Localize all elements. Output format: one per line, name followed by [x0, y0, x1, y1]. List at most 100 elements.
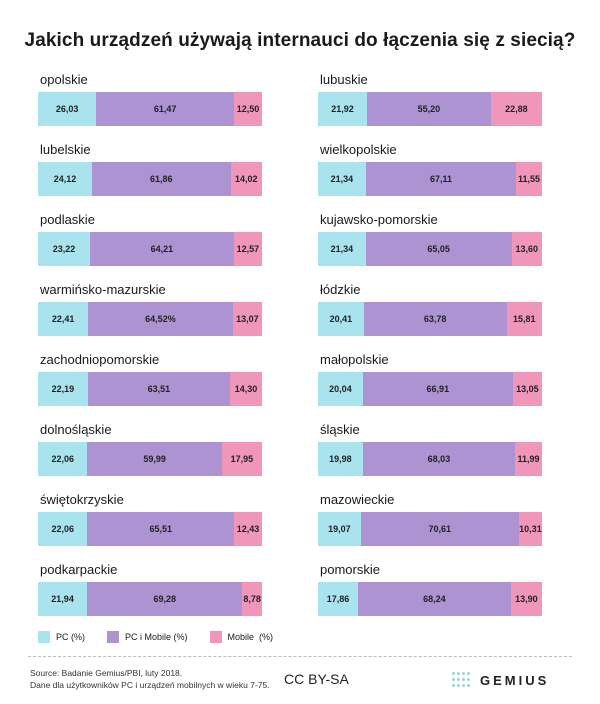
bar-segment-pc: 20,41	[318, 302, 364, 336]
bar-segment-pc-mobile: 55,20	[367, 92, 491, 126]
bar-segment-pc: 21,94	[38, 582, 88, 616]
bar-segment-mobile: 13,05	[512, 372, 542, 406]
stacked-bar: 23,22 64,21 12,57	[38, 232, 262, 266]
region-label: podlaskie	[40, 212, 95, 227]
bar-segment-pc: 19,07	[318, 512, 361, 546]
bar-segment-mobile: 8,78	[242, 582, 262, 616]
bar-segment-pc-mobile: 67,11	[365, 162, 517, 196]
legend-item-pc-mobile: PC i Mobile (%)	[107, 631, 188, 643]
legend-label-mobile: Mobile (%)	[227, 632, 274, 642]
bar-segment-pc: 26,03	[38, 92, 97, 126]
footer-divider	[28, 656, 572, 657]
bar-segment-pc: 22,19	[38, 372, 88, 406]
region-malopolskie: małopolskie 20,04 66,91 13,05	[318, 352, 542, 412]
bar-segment-mobile: 10,31	[518, 512, 542, 546]
bar-segment-pc: 24,12	[38, 162, 93, 196]
bar-segment-pc-mobile: 64,21	[90, 232, 234, 266]
bar-segment-mobile: 13,07	[232, 302, 262, 336]
region-label: zachodniopomorskie	[40, 352, 160, 367]
bar-segment-mobile: 13,60	[511, 232, 542, 266]
region-kujawsko-pomorskie: kujawsko-pomorskie 21,34 65,05 13,60	[318, 212, 542, 272]
stacked-bar: 26,03 61,47 12,50	[38, 92, 262, 126]
bar-segment-mobile: 13,90	[510, 582, 542, 616]
bar-segment-pc: 21,34	[318, 162, 366, 196]
bar-segment-pc-mobile: 61,47	[96, 92, 234, 126]
bar-segment-pc: 23,22	[38, 232, 90, 266]
legend-item-pc: PC (%)	[38, 631, 85, 643]
region-label: mazowieckie	[320, 492, 395, 507]
stacked-bar: 21,34 65,05 13,60	[318, 232, 542, 266]
logo-dots-icon	[452, 672, 472, 688]
region-zachodniopomorskie: zachodniopomorskie 22,19 63,51 14,30	[38, 352, 262, 412]
bar-segment-pc-mobile: 68,24	[358, 582, 511, 616]
region-label: wielkopolskie	[320, 142, 397, 157]
license-label: CC BY-SA	[284, 671, 349, 687]
legend: PC (%) PC i Mobile (%) Mobile (%)	[38, 631, 273, 643]
bar-segment-mobile: 14,30	[229, 372, 262, 406]
bar-segment-mobile: 12,57	[233, 232, 262, 266]
bar-segment-pc: 20,04	[318, 372, 363, 406]
bar-segment-pc: 22,06	[38, 442, 88, 476]
bar-segment-pc-mobile: 61,86	[92, 162, 231, 196]
region-label: świętokrzyskie	[40, 492, 124, 507]
region-label: podkarpackie	[40, 562, 118, 577]
region-label: śląskie	[320, 422, 360, 437]
bar-segment-pc-mobile: 64,52%	[88, 302, 233, 336]
legend-swatch-pc-mobile	[107, 631, 119, 643]
bar-segment-pc-mobile: 65,51	[87, 512, 235, 546]
bar-segment-pc-mobile: 70,61	[360, 512, 519, 546]
stacked-bar: 24,12 61,86 14,02	[38, 162, 262, 196]
stacked-bar: 20,04 66,91 13,05	[318, 372, 542, 406]
bar-segment-mobile: 11,55	[516, 162, 542, 196]
bar-segment-pc-mobile: 59,99	[87, 442, 222, 476]
chart-title: Jakich urządzeń używają internauci do łą…	[24, 30, 576, 51]
region-label: dolnośląskie	[40, 422, 112, 437]
bar-segment-mobile: 14,02	[230, 162, 262, 196]
stacked-bar: 22,06 59,99 17,95	[38, 442, 262, 476]
bar-segment-mobile: 17,95	[221, 442, 262, 476]
region-pomorskie: pomorskie 17,86 68,24 13,90	[318, 562, 542, 622]
bar-segment-mobile: 15,81	[506, 302, 542, 336]
region-label: opolskie	[40, 72, 88, 87]
region-warminsko-mazurskie: warmińsko-mazurskie 22,41 64,52% 13,07	[38, 282, 262, 342]
stacked-bar: 21,94 69,28 8,78	[38, 582, 262, 616]
bar-segment-mobile: 12,50	[233, 92, 262, 126]
logo-text: GEMIUS	[480, 672, 550, 688]
bar-segment-mobile: 12,43	[234, 512, 262, 546]
bar-segment-mobile: 22,88	[490, 92, 542, 126]
legend-label-pc-mobile: PC i Mobile (%)	[125, 632, 188, 642]
region-label: lubuskie	[320, 72, 368, 87]
bar-segment-pc-mobile: 65,05	[365, 232, 512, 266]
region-slaskie: śląskie 19,98 68,03 11,99	[318, 422, 542, 482]
stacked-bar: 21,92 55,20 22,88	[318, 92, 542, 126]
stacked-bar: 22,06 65,51 12,43	[38, 512, 262, 546]
region-podlaskie: podlaskie 23,22 64,21 12,57	[38, 212, 262, 272]
stacked-bar: 22,41 64,52% 13,07	[38, 302, 262, 336]
stacked-bar: 20,41 63,78 15,81	[318, 302, 542, 336]
stacked-bar: 19,07 70,61 10,31	[318, 512, 542, 546]
legend-swatch-pc	[38, 631, 50, 643]
region-opolskie: opolskie 26,03 61,47 12,50	[38, 72, 262, 132]
region-lubuskie: lubuskie 21,92 55,20 22,88	[318, 72, 542, 132]
region-swietokrzyskie: świętokrzyskie 22,06 65,51 12,43	[38, 492, 262, 552]
legend-item-mobile: Mobile (%)	[209, 631, 274, 643]
bar-segment-pc: 22,41	[38, 302, 89, 336]
bar-segment-pc: 21,92	[318, 92, 368, 126]
region-label: kujawsko-pomorskie	[320, 212, 438, 227]
bar-segment-pc: 21,34	[318, 232, 366, 266]
bar-segment-pc-mobile: 68,03	[362, 442, 516, 476]
region-label: łódzkie	[320, 282, 361, 297]
bar-segment-pc: 19,98	[318, 442, 363, 476]
region-podkarpackie: podkarpackie 21,94 69,28 8,78	[38, 562, 262, 622]
stacked-bar: 22,19 63,51 14,30	[38, 372, 262, 406]
region-label: warmińsko-mazurskie	[40, 282, 166, 297]
gemius-logo: GEMIUS	[452, 672, 549, 688]
region-label: lubelskie	[40, 142, 91, 157]
region-lodzkie: łódzkie 20,41 63,78 15,81	[318, 282, 542, 342]
source-line-2: Dane dla użytkowników PC i urządzeń mobi…	[30, 680, 270, 690]
bar-segment-pc-mobile: 69,28	[87, 582, 243, 616]
bar-segment-pc-mobile: 63,51	[87, 372, 230, 406]
region-wielkopolskie: wielkopolskie 21,34 67,11 11,55	[318, 142, 542, 202]
region-dolnoslaskie: dolnośląskie 22,06 59,99 17,95	[38, 422, 262, 482]
